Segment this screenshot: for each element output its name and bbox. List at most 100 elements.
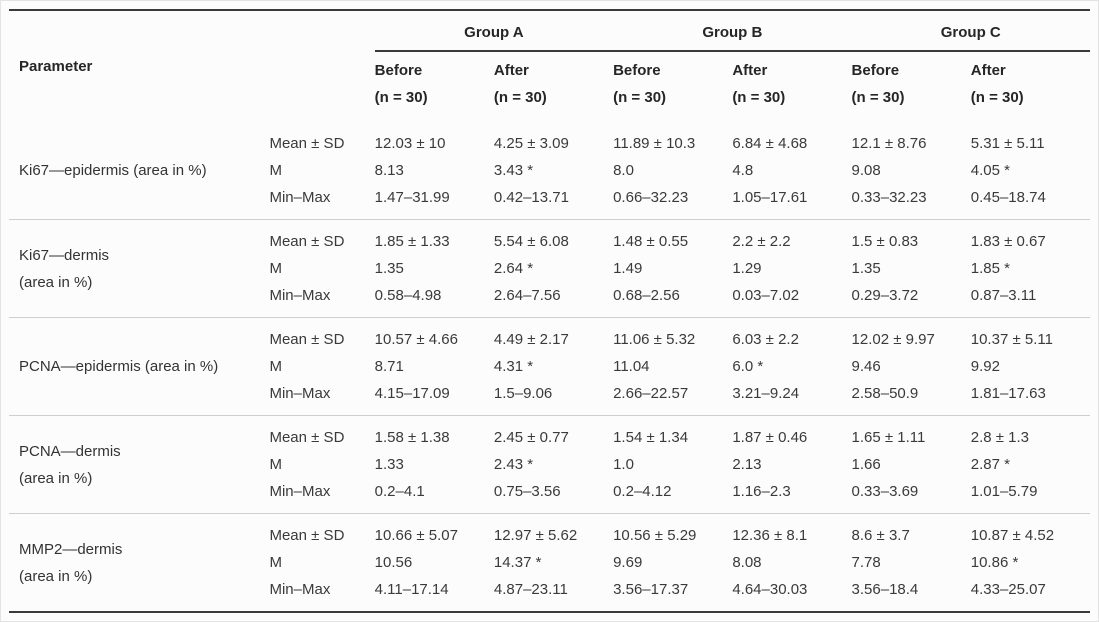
table-row: Ki67—epidermis (area in %) Mean ± SD M Min–… <box>9 122 1090 220</box>
value-cell: 4.49 ± 2.17 4.31 * 1.5–9.06 <box>493 317 614 416</box>
value-cell: 10.87 ± 4.52 10.86 * 4.33–25.07 <box>970 513 1090 612</box>
stat-value: 2.64 * <box>493 260 534 277</box>
stat-label: Mean ± SD <box>269 429 345 446</box>
stat-value: 2.43 * <box>493 456 534 473</box>
stat-value: 3.43 * <box>493 162 534 179</box>
stat-value: 0.2–4.1 <box>374 483 425 500</box>
parameter-cell: MMP2—dermis (area in %) <box>9 513 270 612</box>
stat-value: 0.66–32.23 <box>613 189 689 206</box>
value-cell: 5.31 ± 5.11 4.05 * 0.45–18.74 <box>971 122 1090 220</box>
stat-column-spacer <box>269 10 374 122</box>
column-label: After <box>970 62 1006 79</box>
parameter-name: (area in %) <box>19 469 93 487</box>
value-cell: 4.25 ± 3.09 3.43 * 0.42–13.71 <box>494 122 613 220</box>
stat-value: 2.66–22.57 <box>613 385 689 402</box>
stat-value: 1.85 ± 1.33 <box>374 233 450 250</box>
stat-value: 12.03 ± 10 <box>374 135 446 152</box>
stat-value: 1.0 <box>613 456 634 473</box>
stat-value: 1.83 ± 0.67 <box>970 233 1046 250</box>
stat-labels-cell: Mean ± SD M Min–Max <box>269 122 374 220</box>
stat-label: Mean ± SD <box>269 331 345 348</box>
stat-value: 2.8 ± 1.3 <box>970 429 1030 446</box>
stat-labels-cell: Mean ± SD M Min–Max <box>269 317 375 416</box>
parameter-name: Ki67—dermis <box>19 246 110 264</box>
group-b-before-header: Before (n = 30) <box>613 51 732 122</box>
stat-value: 12.02 ± 9.97 <box>851 331 935 348</box>
stat-value: 6.0 * <box>732 358 764 375</box>
stat-value: 9.08 <box>851 162 881 179</box>
stat-value: 8.6 ± 3.7 <box>851 527 910 544</box>
stat-value: 8.0 <box>613 162 634 179</box>
sample-size: (n = 30) <box>613 89 667 106</box>
stat-value: 1.47–31.99 <box>374 189 450 206</box>
stat-value: 9.92 <box>970 358 1000 375</box>
value-cell: 1.5 ± 0.83 1.35 0.29–3.72 <box>851 219 971 318</box>
stat-label: M <box>269 554 282 571</box>
value-cell: 1.85 ± 1.33 1.35 0.58–4.98 <box>374 219 494 318</box>
stat-value: 1.54 ± 1.34 <box>613 429 689 446</box>
parameter-name: MMP2—dermis <box>19 540 123 558</box>
value-cell: 8.6 ± 3.7 7.78 3.56–18.4 <box>851 513 971 612</box>
stat-label: Min–Max <box>269 287 331 304</box>
stat-value: 6.84 ± 4.68 <box>732 135 808 152</box>
parameter-cell: PCNA—dermis (area in %) <box>9 415 270 514</box>
stat-value: 0.03–7.02 <box>732 287 800 304</box>
stat-value: 9.69 <box>613 554 643 571</box>
statistics-table: Parameter Group A Group B Group C Before… <box>9 9 1090 613</box>
stat-value: 10.57 ± 4.66 <box>374 331 458 348</box>
sample-size: (n = 30) <box>732 89 786 106</box>
stat-labels-cell: Mean ± SD M Min–Max <box>269 219 375 318</box>
table-row: PCNA—dermis (area in %) Mean ± SD M Min–Max 1… <box>9 415 1090 514</box>
sample-size: (n = 30) <box>851 89 905 106</box>
stat-labels-cell: Mean ± SD M Min–Max <box>269 513 375 612</box>
stat-label: Min–Max <box>269 581 331 598</box>
value-cell: 12.97 ± 5.62 14.37 * 4.87–23.11 <box>493 513 614 612</box>
stat-value: 10.56 ± 5.29 <box>613 527 697 544</box>
stat-value: 1.49 <box>613 260 643 277</box>
stat-value: 8.71 <box>374 358 404 375</box>
value-cell: 11.89 ± 10.3 8.0 0.66–32.23 <box>613 122 732 220</box>
stat-label: Mean ± SD <box>269 527 345 544</box>
stat-value: 4.31 * <box>493 358 534 375</box>
stat-value: 1.29 <box>732 260 762 277</box>
stat-value: 6.03 ± 2.2 <box>732 331 799 348</box>
stat-value: 7.78 <box>851 554 881 571</box>
stat-value: 9.46 <box>851 358 881 375</box>
value-cell: 1.83 ± 0.67 1.85 * 0.87–3.11 <box>970 219 1090 318</box>
group-c-header: Group C <box>851 10 1090 52</box>
stat-value: 0.42–13.71 <box>493 189 569 206</box>
table-row: PCNA—epidermis (area in %) Mean ± SD M Min–… <box>9 317 1090 416</box>
value-cell: 2.8 ± 1.3 2.87 * 1.01–5.79 <box>970 415 1090 514</box>
stat-value: 4.33–25.07 <box>970 581 1046 598</box>
stat-value: 1.65 ± 1.11 <box>851 429 926 446</box>
parameter-name: (area in %) <box>19 273 93 291</box>
value-cell: 2.2 ± 2.2 1.29 0.03–7.02 <box>732 219 852 318</box>
value-cell: 6.03 ± 2.2 6.0 * 3.21–9.24 <box>732 317 852 416</box>
value-cell: 1.54 ± 1.34 1.0 0.2–4.12 <box>613 415 733 514</box>
column-label: Before <box>374 62 423 79</box>
stat-label: M <box>269 358 282 375</box>
stat-value: 11.04 <box>613 358 650 375</box>
value-cell: 12.02 ± 9.97 9.46 2.58–50.9 <box>851 317 971 416</box>
value-cell: 1.87 ± 0.46 2.13 1.16–2.3 <box>732 415 852 514</box>
value-cell: 11.06 ± 5.32 11.04 2.66–22.57 <box>613 317 733 416</box>
stat-value: 0.87–3.11 <box>970 287 1037 304</box>
sample-size: (n = 30) <box>493 89 547 106</box>
column-label: After <box>493 62 529 79</box>
stat-value: 1.05–17.61 <box>732 189 808 206</box>
parameter-name: (area in %) <box>19 567 93 585</box>
stat-value: 1.81–17.63 <box>970 385 1046 402</box>
stat-label: Mean ± SD <box>269 135 345 152</box>
group-a-before-header: Before (n = 30) <box>375 51 494 122</box>
stat-label: Min–Max <box>269 483 331 500</box>
parameter-cell: PCNA—epidermis (area in %) <box>9 317 270 416</box>
stat-value: 1.85 * <box>970 260 1010 277</box>
group-a-after-header: After (n = 30) <box>494 51 613 122</box>
stat-value: 0.75–3.56 <box>493 483 561 500</box>
stat-value: 0.68–2.56 <box>613 287 680 304</box>
stat-value: 1.5 ± 0.83 <box>851 233 919 250</box>
parameter-cell: Ki67—epidermis (area in %) <box>9 122 269 220</box>
stat-label: M <box>269 456 282 473</box>
stat-value: 4.64–30.03 <box>732 581 808 598</box>
